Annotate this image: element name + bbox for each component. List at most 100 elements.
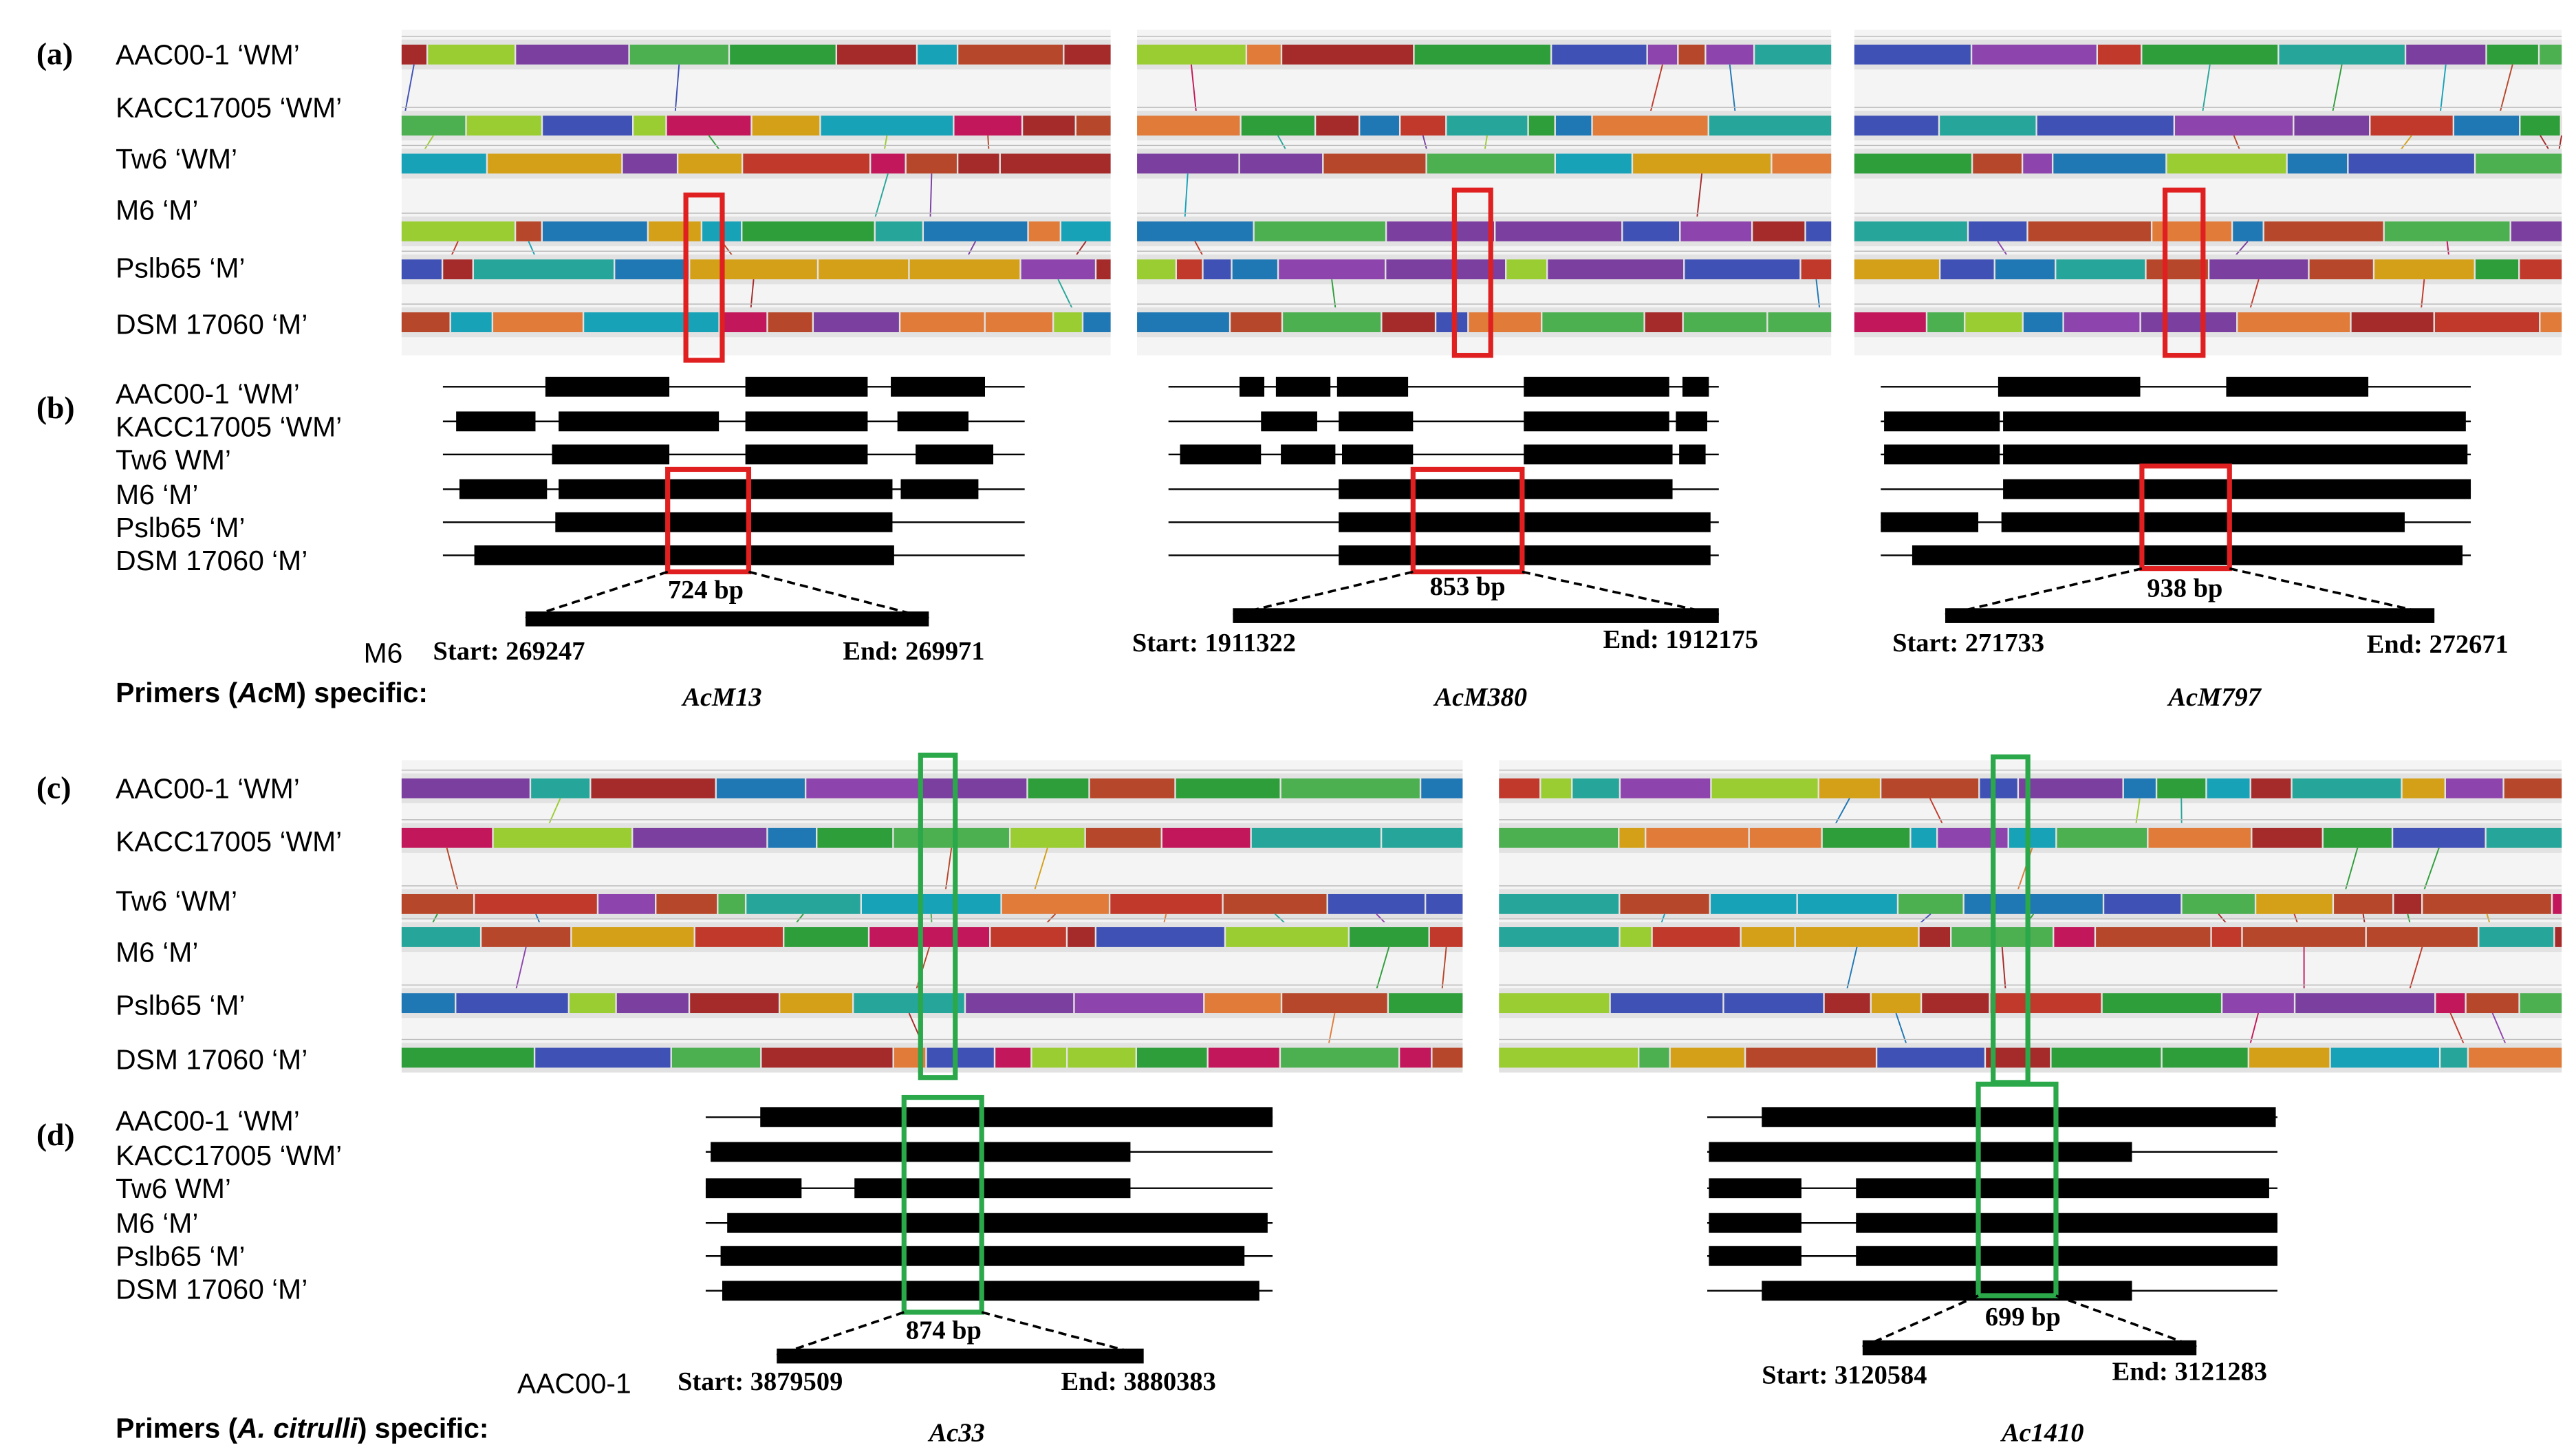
lcb-block bbox=[1801, 259, 1832, 280]
locus-bar bbox=[1945, 608, 2435, 623]
lcb-block bbox=[516, 221, 541, 241]
lcb-block bbox=[2445, 778, 2503, 798]
lcb-block bbox=[2209, 259, 2308, 280]
lcb-block bbox=[2146, 259, 2208, 280]
lcb-block bbox=[1556, 153, 1632, 174]
lcb-block bbox=[2454, 116, 2520, 136]
lcb-block bbox=[918, 44, 957, 65]
lcb-block bbox=[2486, 827, 2562, 848]
lcb-block bbox=[1137, 259, 1176, 280]
locus-end: End: 272671 bbox=[2367, 630, 2509, 659]
lcb-block bbox=[746, 893, 861, 914]
lcb-block bbox=[2540, 312, 2562, 332]
lcb-block bbox=[2057, 827, 2147, 848]
lcb-block bbox=[909, 259, 1020, 280]
lcb-block bbox=[2238, 312, 2350, 332]
lcb-block bbox=[678, 153, 742, 174]
lcb-block bbox=[1137, 153, 1239, 174]
lcb-block bbox=[1281, 778, 1420, 798]
map-block bbox=[1856, 1178, 2269, 1199]
lcb-block bbox=[2440, 1047, 2467, 1068]
panel-label: (c) bbox=[36, 770, 72, 805]
locus-start: Start: 269247 bbox=[433, 637, 585, 666]
strain-label: DSM 17060 ‘M’ bbox=[116, 1044, 307, 1076]
lcb-block bbox=[1620, 893, 1709, 914]
lcb-block bbox=[1223, 893, 1327, 914]
lcb-block bbox=[1061, 221, 1111, 241]
primer-name: AcM13 bbox=[681, 683, 761, 712]
locus-bar bbox=[777, 1348, 1144, 1364]
lcb-block bbox=[1572, 778, 1619, 798]
strain-label: KACC17005 ‘WM’ bbox=[116, 826, 342, 858]
zoom-line bbox=[2229, 567, 2435, 616]
lcb-block bbox=[2476, 153, 2562, 174]
primer-name: AcM380 bbox=[1433, 683, 1528, 712]
map-block bbox=[1336, 376, 1409, 397]
lcb-block bbox=[2553, 893, 2562, 914]
map-block bbox=[1762, 1107, 2276, 1127]
region-box bbox=[665, 466, 752, 575]
lcb-block bbox=[623, 153, 677, 174]
lcb-block bbox=[1203, 259, 1231, 280]
panel-label: (b) bbox=[36, 390, 75, 425]
map-block bbox=[745, 376, 868, 397]
lcb-block bbox=[716, 778, 805, 798]
map-block bbox=[1339, 411, 1414, 432]
lcb-block bbox=[819, 259, 909, 280]
lcb-block bbox=[2157, 778, 2206, 798]
lcb-block bbox=[837, 44, 916, 65]
map-block bbox=[459, 479, 548, 499]
locus-size: 724 bp bbox=[668, 576, 744, 605]
strain-label: KACC17005 ‘WM’ bbox=[116, 92, 342, 124]
lcb-block bbox=[443, 259, 473, 280]
lcb-block bbox=[1548, 259, 1684, 280]
lcb-block bbox=[1076, 116, 1111, 136]
lcb-block bbox=[927, 1047, 994, 1068]
lcb-block bbox=[954, 116, 1021, 136]
strain-label: M6 ‘M’ bbox=[116, 1208, 198, 1239]
lcb-block bbox=[718, 893, 745, 914]
lcb-connector bbox=[1441, 946, 1447, 994]
lcb-block bbox=[649, 221, 701, 241]
lcb-block bbox=[1436, 312, 1468, 332]
map-block bbox=[1856, 1213, 2277, 1233]
strain-label: Tw6 WM’ bbox=[116, 1173, 231, 1204]
map-block bbox=[1709, 1142, 2132, 1162]
map-block bbox=[745, 444, 868, 465]
lcb-block bbox=[1542, 312, 1644, 332]
lcb-block bbox=[1499, 993, 1610, 1014]
strain-label: Tw6 WM’ bbox=[116, 444, 231, 475]
lcb-block bbox=[1247, 44, 1281, 65]
lcb-block bbox=[401, 221, 515, 241]
map-block bbox=[1682, 376, 1709, 397]
lcb-block bbox=[615, 259, 689, 280]
zoom-line bbox=[748, 570, 929, 620]
strain-label: DSM 17060 ‘M’ bbox=[116, 545, 307, 576]
panel-label: (a) bbox=[36, 36, 73, 72]
lcb-block bbox=[2384, 221, 2510, 241]
lcb-block bbox=[1137, 116, 1240, 136]
lcb-block bbox=[991, 927, 1066, 947]
lcb-block bbox=[401, 993, 455, 1014]
lcb-block bbox=[516, 44, 629, 65]
lcb-block bbox=[401, 116, 466, 136]
lcb-block bbox=[2053, 153, 2166, 174]
locus-size: 853 bp bbox=[1430, 572, 1506, 601]
map-block bbox=[552, 444, 670, 465]
lcb-block bbox=[1768, 312, 1832, 332]
lcb-block bbox=[2009, 827, 2056, 848]
map-block bbox=[1281, 444, 1336, 465]
lcb-block bbox=[1421, 778, 1463, 798]
lcb-block bbox=[2104, 893, 2181, 914]
lcb-block bbox=[2555, 927, 2562, 947]
map-block bbox=[1884, 411, 2000, 432]
locus-start: Start: 3879509 bbox=[678, 1367, 843, 1396]
lcb-block bbox=[1499, 1047, 1638, 1068]
lcb-block bbox=[1432, 1047, 1463, 1068]
lcb-block bbox=[1283, 312, 1381, 332]
lcb-connector bbox=[2407, 946, 2423, 994]
lcb-block bbox=[543, 116, 633, 136]
lcb-block bbox=[1528, 116, 1555, 136]
region-box bbox=[683, 192, 725, 363]
map-block bbox=[1709, 1213, 1801, 1233]
